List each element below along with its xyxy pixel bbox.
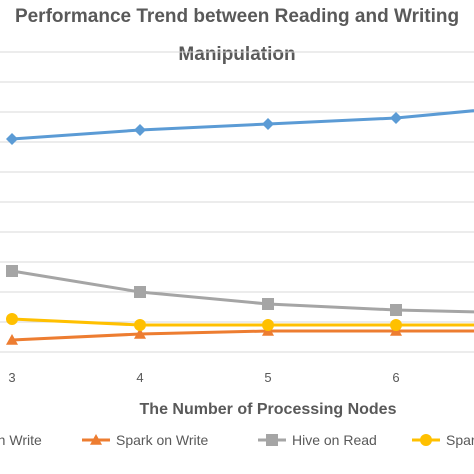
data-point-hive-on-write: [390, 112, 402, 124]
x-tick-label: 4: [136, 370, 143, 385]
data-point-spark-on-read: [262, 319, 274, 331]
data-point-spark-on-write: [134, 328, 146, 339]
series-lines: [6, 109, 474, 345]
data-point-hive-on-write: [262, 118, 274, 130]
data-point-spark-on-read: [390, 319, 402, 331]
x-tick-label: 3: [8, 370, 15, 385]
data-point-spark-on-read: [134, 319, 146, 331]
x-axis-title: The Number of Processing Nodes: [140, 401, 397, 418]
series-spark-on-read: [6, 313, 474, 331]
chart-title-line1: Performance Trend between Reading and Wr…: [15, 6, 459, 27]
gridlines: [0, 51, 474, 353]
series-line-hive-on-write: [11, 109, 474, 141]
legend-marker-spark-on-write: [90, 434, 102, 445]
legend-item-hive-on-write: Hive on Write: [0, 432, 42, 448]
series-hive-on-read: [6, 265, 474, 316]
series-hive-on-write: [6, 109, 474, 145]
data-point-hive-on-read: [6, 265, 18, 277]
legend: Hive on Write Spark on Write Hive on Read S…: [0, 432, 474, 448]
legend-label: Hive on Write: [0, 432, 42, 448]
data-point-hive-on-write: [6, 133, 18, 145]
data-point-hive-on-read: [390, 304, 402, 316]
legend-marker-hive-on-read: [266, 434, 278, 446]
legend-label: Hive on Read: [292, 432, 377, 448]
data-point-spark-on-read: [6, 313, 18, 325]
data-point-hive-on-write: [134, 124, 146, 136]
data-point-spark-on-write: [6, 334, 18, 345]
data-point-hive-on-read: [134, 286, 146, 298]
x-tick-labels: 34567: [8, 370, 399, 385]
legend-item-hive-on-read: Hive on Read: [258, 432, 377, 448]
legend-label: Spark on Write: [116, 432, 209, 448]
legend-item-spark-on-write: Spark on Write: [82, 432, 209, 448]
x-tick-label: 6: [392, 370, 399, 385]
legend-item-spark-on-read: Spark on Read: [412, 432, 474, 448]
legend-marker-spark-on-read: [420, 434, 432, 446]
legend-label: Spark on Read: [446, 432, 474, 448]
series-line-spark-on-write: [11, 329, 474, 342]
series-spark-on-write: [6, 325, 474, 345]
x-tick-label: 5: [264, 370, 271, 385]
data-point-hive-on-read: [262, 298, 274, 310]
chart-title-line2: Manipulation: [178, 44, 295, 65]
